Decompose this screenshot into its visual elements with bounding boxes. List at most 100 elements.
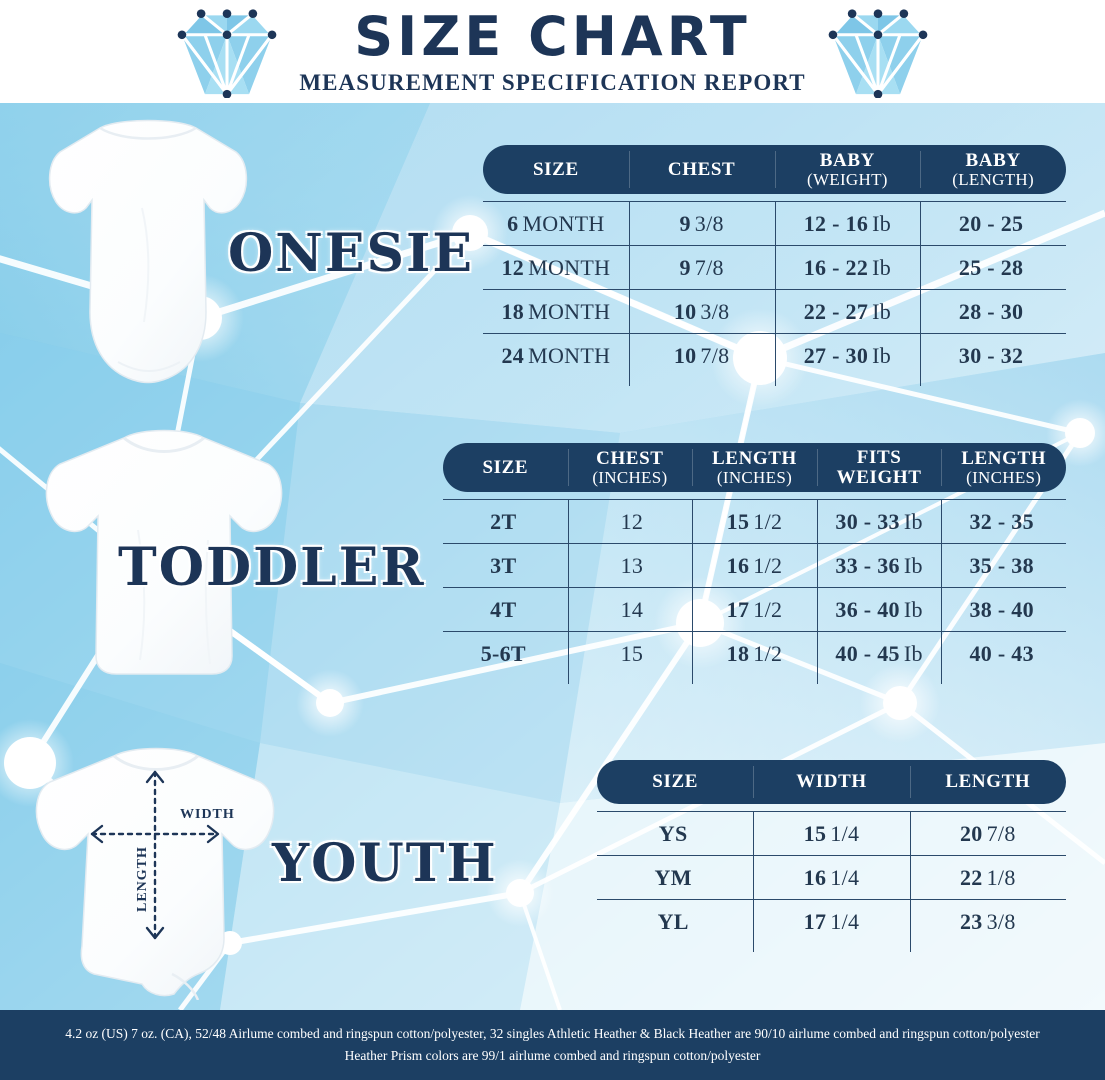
table-cell: 40 - 45 Ib bbox=[816, 631, 942, 676]
section-label-onesie: ONESIE bbox=[228, 223, 474, 284]
table-cell: 15 1/2 bbox=[692, 499, 817, 544]
table-cell: 15 1/4 bbox=[753, 811, 909, 856]
column-header: SIZE bbox=[483, 145, 629, 194]
column-header-title: SIZE bbox=[652, 771, 699, 793]
table-row: YM 16 1/4 22 1/8 bbox=[597, 855, 1066, 900]
table-cell: 24 MONTH bbox=[501, 342, 611, 368]
table-cell: 2T bbox=[490, 508, 517, 534]
table-cell: 38 - 40 bbox=[941, 587, 1066, 632]
youth-tshirt-icon: WIDTH LENGTH bbox=[35, 747, 275, 1000]
column-header: BABY (WEIGHT) bbox=[774, 145, 921, 194]
measure-width-label: WIDTH bbox=[180, 807, 235, 822]
table-cell: 35 - 38 bbox=[941, 543, 1066, 588]
table-cell: 15 bbox=[567, 631, 693, 676]
column-header-title: BABY bbox=[965, 149, 1021, 171]
table-row: 18 MONTH 10 3/8 22 - 27 Ib 28 - 30 bbox=[483, 289, 1066, 334]
column-header-title: SIZE bbox=[533, 158, 579, 180]
column-header-title: LENGTH bbox=[961, 447, 1047, 469]
page-footer: 4.2 oz (US) 7 oz. (CA), 52/48 Airlume co… bbox=[0, 1010, 1105, 1080]
table-cell: 9 3/8 bbox=[628, 201, 775, 246]
column-header: WIDTH bbox=[753, 760, 909, 804]
column-header: SIZE bbox=[597, 760, 753, 804]
column-header-title: LENGTH bbox=[712, 447, 797, 469]
column-header-subtitle: (INCHES) bbox=[592, 467, 668, 487]
table-cell: 23 3/8 bbox=[909, 899, 1066, 944]
size-table-youth: SIZE WIDTH LENGTH YS 15 1/4 20 7/8 YM 16 1/… bbox=[597, 760, 1066, 952]
table-column-separator-stubs bbox=[483, 377, 1066, 386]
table-cell: 16 1/4 bbox=[753, 855, 909, 900]
table-header-row: SIZE CHEST BABY (WEIGHT) BABY (LENGTH) bbox=[483, 145, 1066, 194]
table-cell: 10 7/8 bbox=[628, 333, 775, 378]
table-cell: 16 1/2 bbox=[692, 543, 817, 588]
table-cell: 40 - 43 bbox=[941, 631, 1066, 676]
column-header: CHEST (INCHES) bbox=[567, 443, 693, 492]
table-cell: 22 1/8 bbox=[909, 855, 1066, 900]
measure-length-label: LENGTH bbox=[135, 846, 150, 912]
column-header-title: LENGTH bbox=[945, 771, 1031, 793]
table-row: 3T 13 16 1/2 33 - 36 Ib 35 - 38 bbox=[443, 543, 1066, 588]
table-row: 5-6T 15 18 1/2 40 - 45 Ib 40 - 43 bbox=[443, 631, 1066, 676]
page-header: SIZE CHART MEASUREMENT SPECIFICATION REP… bbox=[0, 0, 1105, 103]
column-header-title: FITS bbox=[856, 446, 902, 468]
table-cell: 16 - 22 Ib bbox=[774, 245, 921, 290]
table-row: YS 15 1/4 20 7/8 bbox=[597, 811, 1066, 856]
table-cell: 13 bbox=[567, 543, 693, 588]
table-cell: YL bbox=[657, 908, 689, 934]
table-cell: 18 1/2 bbox=[692, 631, 817, 676]
table-row: YL 17 1/4 23 3/8 bbox=[597, 899, 1066, 944]
table-row: 2T 12 15 1/2 30 - 33 Ib 32 - 35 bbox=[443, 499, 1066, 544]
table-cell: 28 - 30 bbox=[920, 289, 1066, 334]
column-header: LENGTH (INCHES) bbox=[941, 443, 1066, 492]
column-header-subtitle: WEIGHT bbox=[836, 466, 922, 488]
table-row: 24 MONTH 10 7/8 27 - 30 Ib 30 - 32 bbox=[483, 333, 1066, 378]
column-header: LENGTH bbox=[909, 760, 1066, 804]
table-cell: 12 MONTH bbox=[501, 254, 611, 280]
table-column-separator-stubs bbox=[443, 675, 1066, 684]
table-cell: 9 7/8 bbox=[628, 245, 775, 290]
column-header-title: BABY bbox=[819, 149, 875, 171]
table-column-separator-stubs bbox=[597, 943, 1066, 952]
table-header-row: SIZE WIDTH LENGTH bbox=[597, 760, 1066, 804]
column-header-subtitle: (INCHES) bbox=[966, 467, 1042, 487]
section-label-toddler: TODDLER bbox=[118, 537, 426, 598]
footer-fabric-note: 4.2 oz (US) 7 oz. (CA), 52/48 Airlume co… bbox=[65, 1025, 1040, 1063]
table-header-row: SIZE CHEST (INCHES) LENGTH (INCHES) FITS WE… bbox=[443, 443, 1066, 492]
table-cell: 20 7/8 bbox=[909, 811, 1066, 856]
diamond-icon bbox=[177, 8, 277, 98]
column-header-title: SIZE bbox=[482, 456, 529, 478]
table-cell: 22 - 27 Ib bbox=[774, 289, 921, 334]
table-cell: 32 - 35 bbox=[941, 499, 1066, 544]
table-row: 6 MONTH 9 3/8 12 - 16 Ib 20 - 25 bbox=[483, 201, 1066, 246]
column-header-subtitle: (WEIGHT) bbox=[806, 169, 888, 189]
section-label-youth: YOUTH bbox=[272, 833, 498, 894]
column-header: CHEST bbox=[628, 145, 775, 194]
column-header: SIZE bbox=[443, 443, 568, 492]
toddler-tshirt-icon bbox=[45, 429, 283, 675]
table-cell: 10 3/8 bbox=[628, 289, 775, 334]
table-cell: 17 1/2 bbox=[692, 587, 817, 632]
table-cell: 3T bbox=[490, 552, 517, 578]
table-cell: 12 - 16 Ib bbox=[774, 201, 921, 246]
table-cell: 17 1/4 bbox=[753, 899, 909, 944]
table-cell: 36 - 40 Ib bbox=[816, 587, 942, 632]
table-row: 12 MONTH 9 7/8 16 - 22 Ib 25 - 28 bbox=[483, 245, 1066, 290]
table-cell: 12 bbox=[567, 499, 693, 544]
table-cell: 6 MONTH bbox=[507, 210, 605, 236]
page-title: SIZE CHART bbox=[354, 4, 751, 68]
table-cell: 33 - 36 Ib bbox=[816, 543, 942, 588]
column-header-title: CHEST bbox=[667, 158, 736, 180]
table-cell: YS bbox=[658, 820, 688, 846]
table-cell: 27 - 30 Ib bbox=[774, 333, 921, 378]
table-cell: YM bbox=[654, 864, 692, 890]
page-subtitle: MEASUREMENT SPECIFICATION REPORT bbox=[299, 69, 806, 95]
diamond-icon bbox=[828, 8, 928, 98]
size-table-toddler: SIZE CHEST (INCHES) LENGTH (INCHES) FITS WE… bbox=[443, 443, 1066, 684]
column-header: LENGTH (INCHES) bbox=[692, 443, 817, 492]
size-table-onesie: SIZE CHEST BABY (WEIGHT) BABY (LENGTH) 6 MO… bbox=[483, 145, 1066, 386]
table-cell: 14 bbox=[567, 587, 693, 632]
onesie-bodysuit-icon bbox=[48, 119, 248, 384]
column-header-subtitle: (INCHES) bbox=[716, 467, 793, 487]
column-header: FITS WEIGHT bbox=[816, 443, 942, 492]
table-cell: 4T bbox=[490, 596, 517, 622]
table-cell: 5-6T bbox=[480, 640, 526, 666]
